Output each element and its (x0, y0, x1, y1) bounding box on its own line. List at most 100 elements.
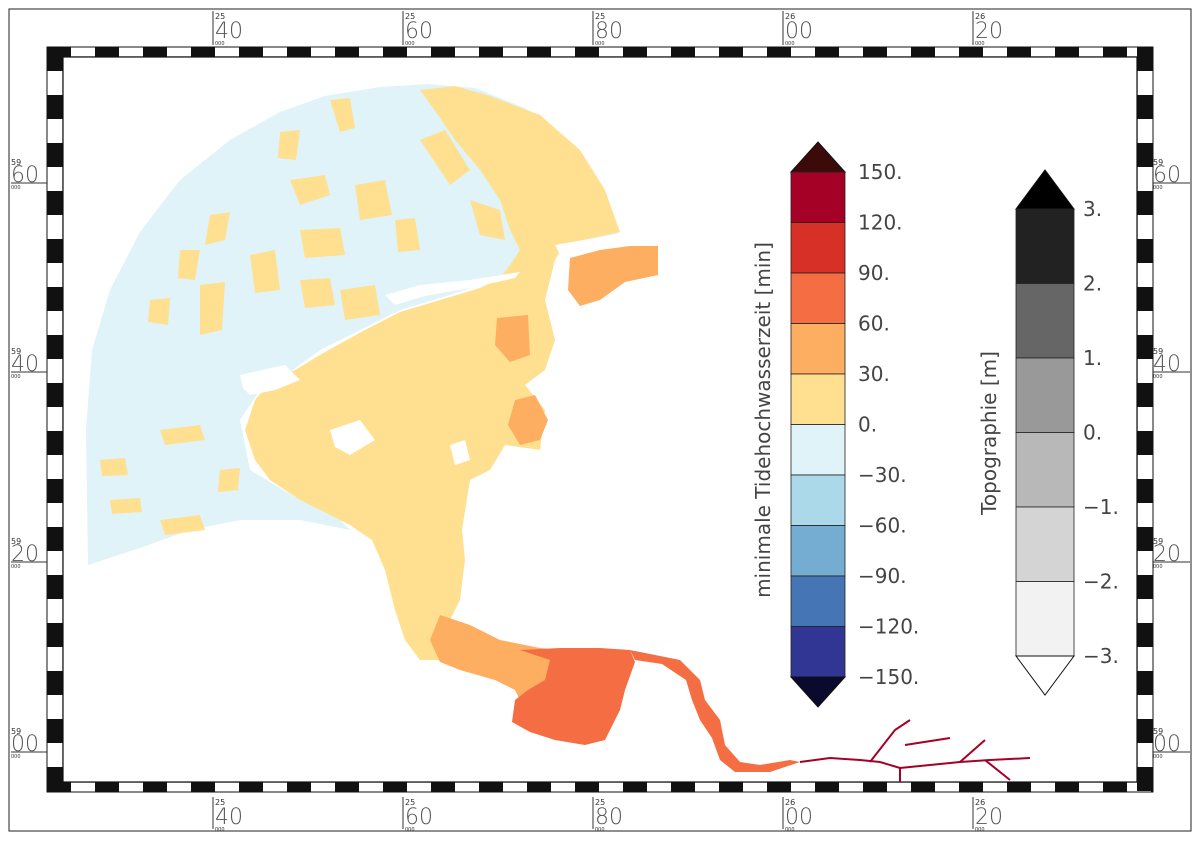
border-segment (527, 782, 551, 792)
border-segment (1137, 335, 1153, 359)
y-tick-sub: 000 (11, 185, 21, 191)
border-segment (143, 782, 167, 792)
border-segment (479, 47, 503, 57)
x-tick-degrees: 25 (215, 12, 225, 21)
x-tick-sub: 000 (405, 41, 415, 47)
colorbar-tick-label: 3. (1083, 197, 1102, 221)
border-segment (47, 479, 63, 503)
colorbar-tick-label: 90. (858, 261, 890, 285)
border-segment (575, 782, 599, 792)
colorbar-tick-label: −1. (1083, 495, 1119, 519)
border-segment (383, 47, 407, 57)
border-segment (95, 47, 119, 57)
x-tick-sub: 000 (405, 827, 415, 833)
x-tick-degrees: 25 (215, 798, 225, 807)
x-tick-degrees: 26 (785, 12, 795, 21)
estuary-zone-0-30 (245, 86, 620, 660)
x-tick-degrees: 26 (975, 798, 985, 807)
x-tick-minutes: 00 (785, 19, 813, 44)
colorbar-tick-label: 60. (858, 312, 890, 336)
colorbar-segment (790, 323, 846, 375)
colorbar-segment (790, 474, 846, 526)
x-tick-sub: 000 (975, 827, 985, 833)
y-tick-degrees: 59 (1153, 158, 1163, 167)
border-segment (1137, 239, 1153, 263)
border-segment (623, 47, 647, 57)
y-tick-degrees: 59 (1153, 537, 1163, 546)
x-tick-sub: 000 (215, 41, 225, 47)
border-segment (47, 719, 63, 743)
border-segment (911, 47, 935, 57)
colorbar-tick-label: 0. (1083, 421, 1102, 445)
border-segment (239, 47, 263, 57)
border-segment (1137, 671, 1153, 695)
border-segment (335, 47, 359, 57)
x-tick-degrees: 25 (405, 798, 415, 807)
border-segment (815, 782, 839, 792)
colorbar-tick-label: 2. (1083, 272, 1102, 296)
colorbar-segment (790, 626, 846, 678)
x-tick-degrees: 25 (595, 798, 605, 807)
x-tick-sub: 000 (785, 41, 795, 47)
colorbar-segment (790, 424, 846, 476)
border-segment (47, 287, 63, 311)
border-segment (1055, 782, 1079, 792)
border-segment (815, 47, 839, 57)
border-segment (1137, 767, 1153, 791)
x-tick-minutes: 80 (595, 805, 623, 830)
x-tick-minutes: 80 (595, 19, 623, 44)
x-tick-sub: 000 (975, 41, 985, 47)
colorbar-under-arrow (1015, 655, 1075, 696)
y-tick-degrees: 59 (1153, 347, 1163, 356)
colorbar-segment (790, 373, 846, 425)
border-segment (959, 47, 983, 57)
border-segment (47, 95, 63, 119)
y-tick-minutes: 00 (11, 732, 39, 757)
border-segment (287, 782, 311, 792)
map-content (86, 84, 1031, 782)
colorbar-tick-label: 150. (858, 160, 903, 184)
y-tick-degrees: 59 (11, 347, 21, 356)
border-segment (1137, 47, 1153, 71)
y-tick-minutes: 20 (1153, 542, 1181, 567)
x-tick-degrees: 25 (405, 12, 415, 21)
colorbar-segment (790, 272, 846, 324)
border-segment (47, 671, 63, 695)
border-segment (47, 47, 63, 71)
border-segment (1007, 47, 1031, 57)
border-segment (1137, 719, 1153, 743)
y-tick-sub: 000 (1153, 374, 1163, 380)
border-segment (1137, 95, 1153, 119)
x-tick-sub: 000 (215, 827, 225, 833)
y-tick-sub: 000 (1153, 564, 1163, 570)
border-segment (95, 782, 119, 792)
x-tick-minutes: 60 (405, 805, 433, 830)
colorbar-tidal-time: 150. 120. 90. 60. 30. 0. −30. −60. −90. −120. −150… (751, 141, 919, 708)
colorbar-tick-label: 1. (1083, 346, 1102, 370)
border-segment (47, 143, 63, 167)
y-tick-sub: 000 (1153, 185, 1163, 191)
colorbar-segment (790, 171, 846, 223)
border-segment (959, 782, 983, 792)
border-segment (911, 782, 935, 792)
border-segment (767, 47, 791, 57)
border-segment (863, 782, 887, 792)
y-tick-minutes: 60 (1153, 163, 1181, 188)
y-tick-sub: 000 (11, 754, 21, 760)
zone-60-90 (512, 648, 800, 772)
border-segment (1137, 623, 1153, 647)
border-segment (1137, 431, 1153, 455)
border-segment (863, 47, 887, 57)
dry-channels (240, 232, 625, 465)
border-segment (47, 623, 63, 647)
border-segment (287, 47, 311, 57)
x-tick-degrees: 26 (975, 12, 985, 21)
border-segment (47, 575, 63, 599)
border-segment (1137, 287, 1153, 311)
colorbar-tick-label: −150. (858, 665, 919, 689)
border-segment (1137, 383, 1153, 407)
border-segment (1103, 47, 1127, 57)
x-tick-degrees: 26 (785, 798, 795, 807)
y-tick-degrees: 59 (1153, 727, 1163, 736)
